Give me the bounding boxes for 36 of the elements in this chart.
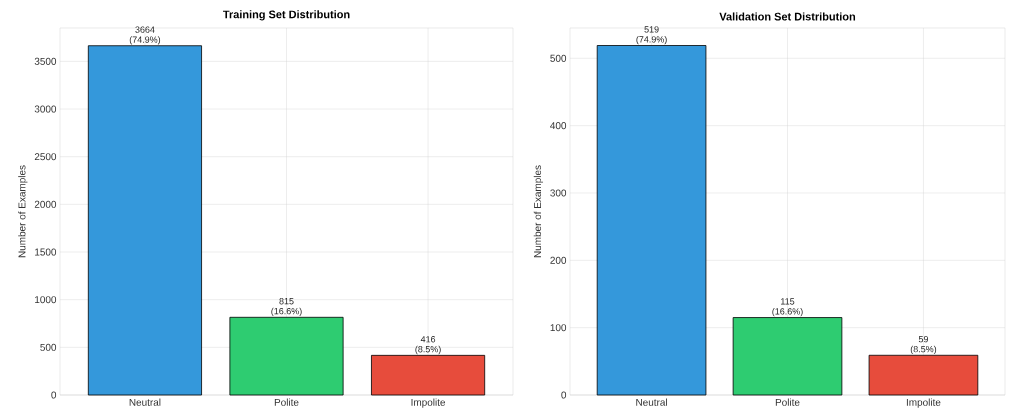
y-tick-label: 1500 bbox=[35, 248, 57, 256]
chart-title: Training Set Distribution bbox=[223, 10, 350, 21]
x-tick-label: Polite bbox=[274, 398, 299, 406]
y-tick-label: 1000 bbox=[35, 296, 57, 304]
x-tick-label: Polite bbox=[775, 398, 800, 406]
data-label: 416 (8.5%) bbox=[415, 336, 441, 355]
y-tick-label: 0 bbox=[51, 391, 57, 399]
data-label: 59 (8.5%) bbox=[910, 335, 937, 355]
y-tick-label: 3000 bbox=[34, 105, 57, 113]
y-axis-title: Number of Examples bbox=[533, 165, 544, 258]
data-label: 519 (74.9%) bbox=[636, 26, 667, 45]
bar bbox=[87, 45, 202, 396]
x-tick-label: Impolite bbox=[906, 398, 941, 408]
bar bbox=[229, 316, 344, 396]
bar bbox=[732, 317, 843, 396]
y-tick-label: 400 bbox=[550, 122, 567, 130]
x-tick-label: Neutral bbox=[636, 398, 667, 406]
y-tick-label: 500 bbox=[40, 343, 57, 351]
data-label: 815 (16.6%) bbox=[271, 298, 302, 317]
y-tick-label: 2500 bbox=[34, 153, 57, 161]
chart-title: Validation Set Distribution bbox=[719, 12, 856, 21]
x-tick-label: Neutral bbox=[129, 398, 161, 406]
y-tick-label: 2000 bbox=[34, 200, 57, 208]
y-tick-label: 300 bbox=[550, 189, 567, 197]
bar bbox=[868, 354, 979, 396]
y-axis-title: Number of Examples bbox=[18, 165, 28, 258]
bar bbox=[596, 45, 707, 396]
x-tick-label: Impolite bbox=[411, 398, 446, 408]
y-tick-label: 100 bbox=[550, 324, 567, 332]
y-tick-label: 0 bbox=[561, 391, 567, 399]
data-label: 115 (16.6%) bbox=[772, 298, 803, 317]
y-tick-label: 200 bbox=[550, 256, 567, 264]
y-tick-label: 3500 bbox=[34, 57, 57, 65]
data-label: 3664 (74.9%) bbox=[129, 26, 161, 45]
y-tick-label: 500 bbox=[550, 54, 567, 62]
bar bbox=[371, 354, 486, 396]
